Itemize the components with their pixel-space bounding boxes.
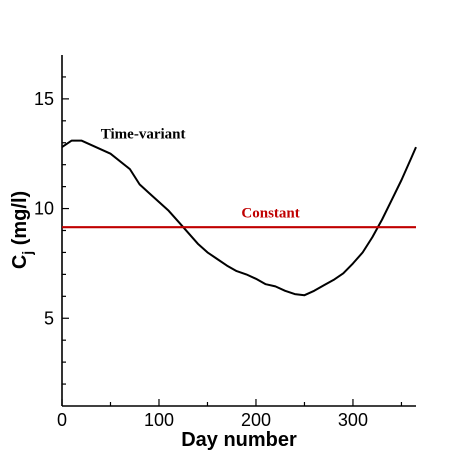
x-tick-label-100: 100 (144, 410, 174, 430)
series-lines (61, 139, 417, 297)
y-tick-label-15: 15 (34, 89, 54, 109)
y-axis-title: Cj (mg/l) (9, 191, 35, 269)
y-tick-label-5: 5 (44, 308, 54, 328)
y-axis-title-subscript: j (19, 251, 35, 256)
y-axis-title-main: C (9, 255, 31, 269)
series-line-time-variant (61, 139, 417, 297)
x-tick-label-200: 200 (241, 410, 271, 430)
ticks-group: 0 100 200 300 5 10 15 (34, 76, 403, 430)
annotation-constant: Constant (241, 205, 299, 221)
annotation-time-variant: Time-variant (101, 126, 186, 142)
y-axis-title-unit: (mg/l) (9, 191, 31, 251)
y-tick-label-10: 10 (34, 199, 54, 219)
x-axis-title: Day number (181, 429, 297, 451)
x-tick-label-300: 300 (338, 410, 368, 430)
x-tick-label-0: 0 (57, 410, 67, 430)
